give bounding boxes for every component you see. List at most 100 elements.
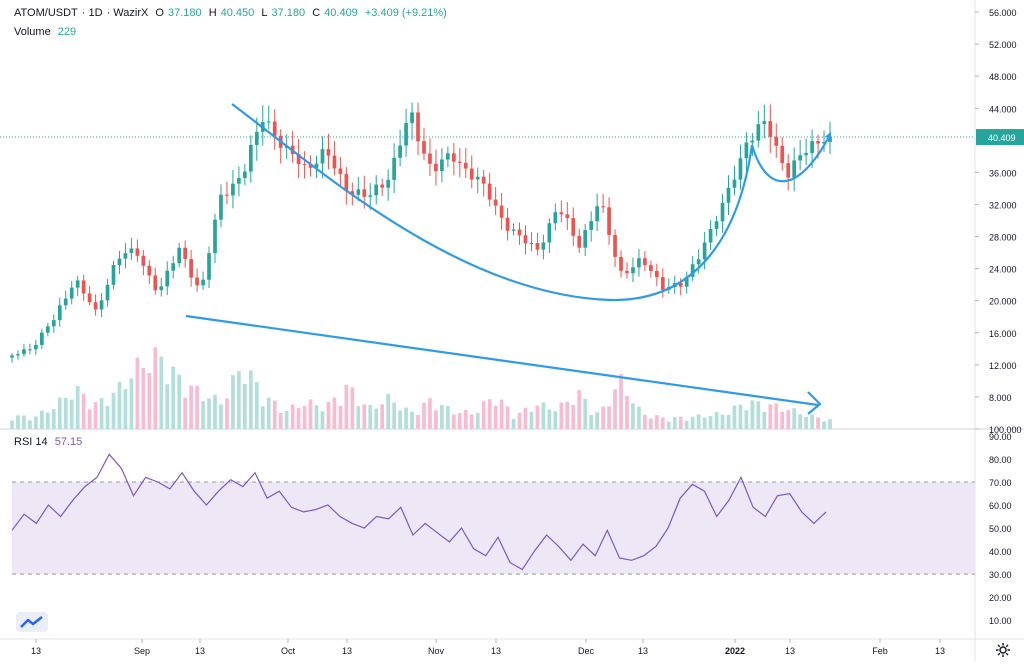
candle-body (28, 349, 32, 351)
volume-bar (225, 398, 229, 429)
candle-body (243, 171, 247, 179)
volume-bar (332, 397, 337, 429)
candle-body (368, 195, 373, 197)
volume-bar (511, 418, 516, 429)
volume-bar (93, 402, 98, 429)
candle-body (750, 140, 755, 143)
candle-body (511, 229, 516, 231)
candle-body (332, 155, 337, 169)
time-tick-label: 13 (638, 646, 648, 656)
volume-bar (804, 416, 808, 429)
volume-bar (607, 406, 611, 429)
price-tick-label: 100.000 (989, 425, 1022, 435)
volume-bar (732, 405, 737, 429)
candle-body (195, 277, 199, 286)
volume-bar (40, 410, 44, 429)
candle-body (362, 189, 367, 197)
price-tick-label: 8.000 (989, 393, 1012, 403)
candle-body (637, 258, 641, 268)
handle-arrow (825, 132, 831, 140)
rsi-tick-label: 10.00 (989, 616, 1012, 626)
volume-bar (123, 389, 128, 429)
handle-drawing (750, 134, 831, 183)
volume-bar (619, 373, 623, 429)
candle-body (535, 243, 540, 250)
candle-body (422, 141, 426, 154)
high-value: 40.450 (220, 7, 255, 19)
candle-body (326, 149, 331, 156)
volume-bar (738, 404, 743, 429)
volume-bar (410, 411, 414, 429)
candle-body (601, 206, 605, 208)
volume-bar (404, 407, 408, 429)
candle-body (451, 153, 456, 162)
time-tick-label: Nov (428, 646, 445, 656)
volume-legend: Volume 229 (14, 26, 80, 38)
volume-bar (314, 405, 319, 429)
price-tick-label: 24.000 (989, 265, 1017, 275)
volume-bar (159, 356, 164, 429)
candle-body (153, 275, 158, 291)
volume-bar (786, 410, 791, 429)
rsi-tick-label: 90.00 (989, 432, 1012, 442)
rsi-label[interactable]: RSI 14 (14, 436, 48, 448)
gear-icon[interactable] (995, 642, 1011, 658)
candle-body (786, 163, 791, 178)
volume-bar (469, 414, 474, 429)
candle-body (475, 176, 480, 180)
volume-bar (34, 416, 38, 429)
volume-bar (231, 375, 235, 429)
time-tick-label: Dec (578, 646, 595, 656)
volume-bar (135, 357, 140, 429)
candle-body (22, 349, 26, 355)
volume-bar (660, 417, 665, 429)
volume-bar (69, 399, 74, 429)
volume-bar (440, 405, 444, 429)
close-value: 40.409 (324, 7, 358, 19)
candle-body (523, 235, 528, 244)
volume-bar (284, 410, 289, 429)
volume-bar (51, 409, 56, 429)
price-tick-label: 48.000 (989, 72, 1017, 82)
volume-bar (422, 402, 426, 429)
volume-bar (213, 394, 217, 429)
candle-body (619, 256, 623, 271)
candle-body (219, 194, 223, 220)
candle-body (541, 242, 546, 250)
candle-body (75, 280, 80, 288)
volume-bar (260, 406, 265, 429)
volume-bar (350, 387, 355, 429)
high-label: H (208, 7, 217, 19)
volume-bar (278, 412, 283, 429)
volume-bar (822, 421, 826, 429)
tradingview-logo-icon[interactable] (16, 612, 48, 632)
symbol-name[interactable]: ATOM/USDT (14, 7, 78, 19)
volume-label[interactable]: Volume (14, 26, 51, 38)
volume-bar (189, 385, 193, 429)
price-tick-label: 20.000 (989, 297, 1017, 307)
volume-bar (147, 373, 152, 429)
candle-body (613, 234, 617, 257)
volume-bar (75, 385, 80, 429)
candle-body (344, 174, 349, 192)
candle-body (756, 124, 761, 141)
candle-body (93, 302, 98, 310)
candle-body (505, 217, 510, 231)
candle-body (147, 265, 152, 276)
candle-body (302, 164, 307, 166)
candle-body (117, 258, 122, 265)
interval[interactable]: 1D (88, 7, 103, 19)
last-price-label: 40.409 (988, 133, 1016, 143)
volume-bar (475, 412, 480, 429)
rsi-tick-label: 70.00 (989, 478, 1012, 488)
volume-bar (798, 414, 802, 429)
volume-bar (702, 417, 707, 429)
volume-bar (505, 406, 510, 429)
candle-body (744, 142, 749, 159)
volume-bar (344, 384, 349, 429)
volume-bar (714, 412, 719, 429)
candle-body (780, 145, 785, 164)
volume-bar (595, 412, 599, 429)
volume-bar (583, 398, 588, 429)
